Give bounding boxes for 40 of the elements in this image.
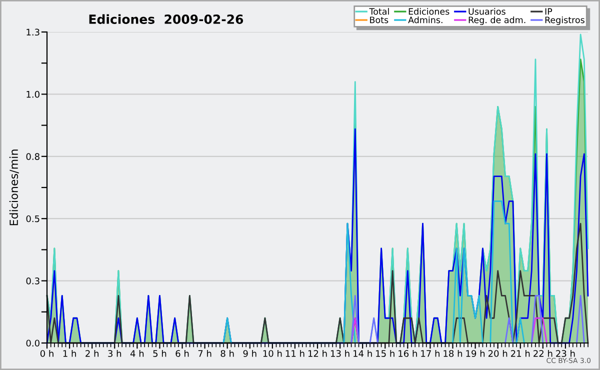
x-tick-label: 1 h [63, 350, 76, 357]
x-tick-label: 17 h [421, 350, 440, 357]
x-tick-label: 23 h [556, 350, 575, 357]
legend-label: Admins. [408, 16, 442, 24]
x-tick-label: 0 h [40, 350, 54, 357]
legend-label: Registros [545, 16, 584, 25]
legend-label: Usuarios [468, 8, 506, 15]
x-tick-label: 15 h [376, 350, 394, 357]
legend-label: Bots [370, 16, 388, 24]
x-tick-label: 4 h [130, 350, 144, 357]
legend-label: Reg. de adm. [468, 16, 526, 25]
x-tick-label: 18 h [444, 350, 462, 357]
x-tick-label: 22 h [534, 350, 552, 357]
x-tick-label: 16 h [398, 350, 417, 357]
x-tick-label: 9 h [243, 350, 256, 357]
legend-label: Total [369, 8, 389, 15]
y-tick-label: 0.3 [26, 278, 40, 284]
x-tick-label: 11 h [286, 350, 304, 357]
x-tick-label: 5 h [153, 350, 166, 357]
x-tick-label: 7 h [198, 350, 212, 357]
chart-title: Ediciones 2009-02-26 [89, 14, 244, 24]
x-tick-label: 2 h [86, 350, 98, 357]
x-tick-label: 8 h [220, 350, 234, 357]
y-tick-label: 0.5 [26, 215, 40, 222]
x-tick-label: 14 h [354, 350, 372, 357]
y-tick-label: 1.3 [26, 28, 40, 36]
x-tick-label: 19 h [466, 350, 485, 357]
legend-label: Ediciones [408, 8, 450, 15]
legend-label: IP [545, 8, 552, 15]
x-tick-label: 12 h [308, 350, 327, 357]
x-tick-label: 21 h [510, 350, 530, 357]
y-tick-label: 1.0 [26, 90, 40, 98]
y-tick-label: 0.0 [26, 340, 40, 347]
x-tick-label: 10 h [263, 350, 282, 357]
x-tick-label: 13 h [330, 350, 350, 357]
y-axis-title: Ediciones/min [9, 150, 19, 226]
x-tick-label: 20 h [488, 350, 508, 357]
y-tick-label: 0.8 [26, 153, 40, 160]
x-tick-label: 6 h [176, 350, 189, 357]
x-tick-label: 3 h [108, 350, 122, 357]
